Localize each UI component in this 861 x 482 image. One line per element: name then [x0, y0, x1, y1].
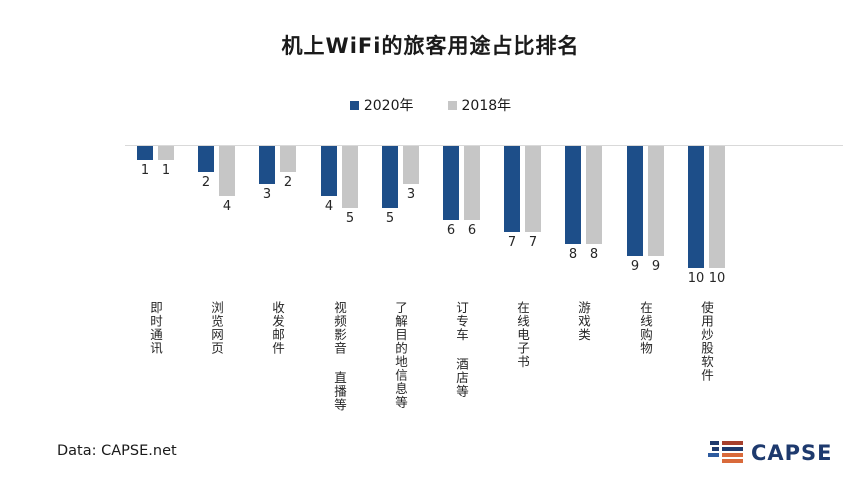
- category-label-浏览网页: 浏览网页: [209, 301, 224, 355]
- rank-label-2018年-收发邮件: 2: [283, 175, 293, 190]
- category-label-视频影音 直播等: 视频影音 直播等: [332, 301, 347, 412]
- bar-2018年-浏览网页: [219, 146, 235, 196]
- category-label-订专车 酒店等: 订专车 酒店等: [454, 301, 469, 398]
- legend-item-2020: 2020年: [349, 95, 414, 115]
- capse-logo: CAPSE: [706, 441, 833, 465]
- rank-label-2020年-游戏类: 8: [568, 247, 578, 262]
- category-label-使用炒股软件: 使用炒股软件: [699, 301, 714, 382]
- bar-2018年-使用炒股软件: [709, 146, 725, 268]
- legend: 2020年 2018年: [0, 95, 861, 115]
- bar-2020年-在线购物: [627, 146, 643, 256]
- bar-2020年-订专车 酒店等: [443, 146, 459, 220]
- rank-label-2018年-了解目的地信息等: 3: [406, 187, 416, 202]
- rank-label-2018年-在线电子书: 7: [528, 235, 538, 250]
- rank-label-2020年-浏览网页: 2: [201, 175, 211, 190]
- capse-logo-icon: [706, 441, 746, 465]
- data-source-note: Data: CAPSE.net: [57, 443, 177, 459]
- bar-2018年-订专车 酒店等: [464, 146, 480, 220]
- rank-label-2018年-视频影音 直播等: 5: [345, 211, 355, 226]
- category-label-了解目的地信息等: 了解目的地信息等: [393, 301, 408, 409]
- chart-title: 机上WiFi的旅客用途占比排名: [281, 34, 580, 58]
- rank-label-2020年-收发邮件: 3: [262, 187, 272, 202]
- rank-label-2020年-在线电子书: 7: [507, 235, 517, 250]
- rank-label-2020年-订专车 酒店等: 6: [446, 223, 456, 238]
- category-label-在线电子书: 在线电子书: [515, 301, 530, 369]
- bar-2018年-即时通讯: [158, 146, 174, 160]
- bar-2018年-视频影音 直播等: [342, 146, 358, 208]
- rank-label-2018年-使用炒股软件: 10: [708, 271, 726, 286]
- baseline-axis: [125, 145, 843, 146]
- capse-logo-text: CAPSE: [751, 441, 833, 465]
- rank-label-2018年-即时通讯: 1: [161, 163, 171, 178]
- rank-label-2018年-在线购物: 9: [651, 259, 661, 274]
- bar-2020年-使用炒股软件: [688, 146, 704, 268]
- bar-2018年-在线电子书: [525, 146, 541, 232]
- bar-2020年-收发邮件: [259, 146, 275, 184]
- category-label-游戏类: 游戏类: [576, 301, 591, 342]
- legend-swatch-2020-icon: [349, 100, 359, 110]
- bar-2018年-了解目的地信息等: [403, 146, 419, 184]
- bar-2018年-游戏类: [586, 146, 602, 244]
- category-label-在线购物: 在线购物: [638, 301, 653, 355]
- rank-label-2018年-订专车 酒店等: 6: [467, 223, 477, 238]
- legend-item-2018: 2018年: [447, 95, 512, 115]
- rank-label-2020年-即时通讯: 1: [140, 163, 150, 178]
- bar-2020年-在线电子书: [504, 146, 520, 232]
- legend-label-2020: 2020年: [363, 98, 414, 114]
- bar-2020年-视频影音 直播等: [321, 146, 337, 196]
- bar-2020年-了解目的地信息等: [382, 146, 398, 208]
- rank-label-2018年-游戏类: 8: [589, 247, 599, 262]
- legend-swatch-2018-icon: [447, 100, 457, 110]
- rank-label-2020年-视频影音 直播等: 4: [324, 199, 334, 214]
- legend-label-2018: 2018年: [461, 98, 512, 114]
- bar-2020年-即时通讯: [137, 146, 153, 160]
- rank-label-2020年-使用炒股软件: 10: [687, 271, 705, 286]
- rank-label-2020年-在线购物: 9: [630, 259, 640, 274]
- category-label-收发邮件: 收发邮件: [270, 301, 285, 355]
- bar-2018年-收发邮件: [280, 146, 296, 172]
- bar-2020年-浏览网页: [198, 146, 214, 172]
- bar-2018年-在线购物: [648, 146, 664, 256]
- rank-label-2018年-浏览网页: 4: [222, 199, 232, 214]
- rank-label-2020年-了解目的地信息等: 5: [385, 211, 395, 226]
- category-label-即时通讯: 即时通讯: [148, 301, 163, 355]
- bar-2020年-游戏类: [565, 146, 581, 244]
